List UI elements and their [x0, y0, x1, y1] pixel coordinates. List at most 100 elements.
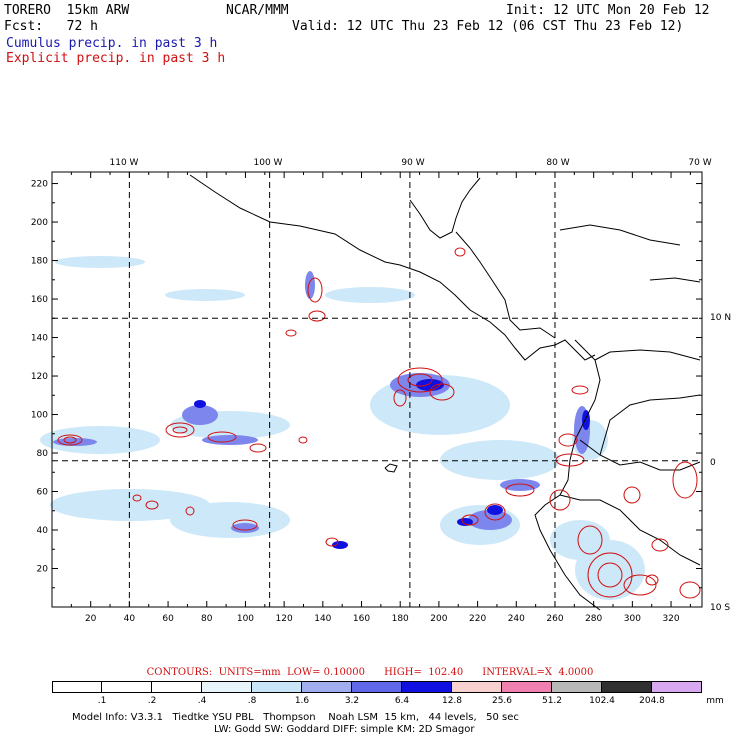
explicit-contour [461, 514, 479, 526]
latitude-label: 10 S [710, 603, 730, 613]
x-tick-label: 80 [201, 614, 213, 624]
x-tick-label: 40 [124, 614, 136, 624]
x-tick-label: 240 [508, 614, 525, 624]
explicit-contour [63, 436, 77, 444]
model-physics: LW: Godd SW: Goddard DIFF: simple KM: 2D… [214, 724, 475, 735]
explicit-contour [172, 426, 188, 434]
y-tick-label: 120 [31, 372, 48, 382]
y-tick-label: 80 [37, 449, 49, 459]
explicit-contour [145, 500, 159, 510]
legend-swatch [252, 681, 302, 693]
cumulus-core [332, 541, 348, 549]
legend-label: 3.2 [344, 696, 360, 706]
latitude-label: 10 N [710, 313, 731, 323]
contour-info: CONTOURS: UNITS=mm LOW= 0.10000 HIGH= 10… [146, 667, 594, 678]
brazil-border [599, 394, 701, 456]
y-tick-label: 140 [31, 334, 48, 344]
y-tick-label: 40 [37, 526, 49, 536]
cumulus-patch [202, 435, 258, 445]
explicit-contour [454, 247, 466, 257]
south-america-north-coast [594, 349, 701, 361]
galapagos [384, 463, 398, 473]
cumulus-core [194, 400, 206, 408]
explicit-contour [397, 367, 443, 393]
legend-swatch [652, 681, 702, 693]
x-tick-label: 180 [392, 614, 409, 624]
explicit-contour [57, 434, 83, 446]
cumulus-core [487, 505, 503, 515]
latitude-label: 0 [710, 458, 716, 468]
legend-swatch [302, 681, 352, 693]
x-tick-label: 20 [85, 614, 97, 624]
legend-label: 1.6 [294, 696, 310, 706]
yucatan-coast [409, 177, 481, 239]
legend-label: .8 [247, 696, 257, 706]
explicit-contour [298, 436, 308, 444]
init-time: Init: 12 UTC Mon 20 Feb 12 [506, 3, 710, 18]
explicit-contour [307, 277, 323, 303]
longitude-label: 90 W [401, 158, 424, 168]
explicit-contour [165, 422, 195, 438]
legend-label: 204.8 [639, 696, 665, 706]
legend-label: .1 [97, 696, 107, 706]
longitude-label: 80 W [546, 158, 569, 168]
legend-swatch [52, 681, 102, 693]
explicit-contour [558, 433, 578, 447]
cumulus-patch [40, 426, 160, 454]
cumulus-patch [468, 510, 512, 530]
cumulus-patch [170, 502, 290, 538]
y-tick-label: 100 [31, 411, 48, 421]
explicit-contour [325, 537, 339, 547]
explicit-contour [555, 453, 585, 467]
central-america-caribbean [455, 231, 556, 339]
explicit-contour [587, 552, 633, 598]
cumulus-precip-shading [40, 256, 645, 600]
y-tick-label: 60 [37, 488, 49, 498]
explicit-contour [207, 431, 237, 443]
legend-label: .2 [147, 696, 157, 706]
longitude-label: 70 W [688, 158, 711, 168]
coastlines [189, 174, 701, 611]
longitude-label: 110 W [110, 158, 139, 168]
cumulus-patch [182, 405, 218, 425]
legend-swatch [452, 681, 502, 693]
explicit-contour [645, 574, 659, 586]
cuba [559, 224, 681, 246]
south-america-west-coast [534, 339, 601, 611]
mexico-coast [189, 174, 596, 361]
hispaniola [649, 277, 701, 283]
legend-swatch [602, 681, 652, 693]
explicit-contour [393, 389, 407, 407]
legend-swatch [402, 681, 452, 693]
legend-label: 25.6 [491, 696, 513, 706]
legend-label: 51.2 [541, 696, 563, 706]
x-tick-label: 300 [624, 614, 641, 624]
explicit-contour [651, 538, 669, 552]
longitude-label: 100 W [254, 158, 283, 168]
cumulus-patch [575, 540, 645, 600]
x-tick-label: 280 [585, 614, 602, 624]
explicit-contour [285, 329, 297, 337]
legend-label: 6.4 [394, 696, 410, 706]
cumulus-patch [231, 523, 259, 533]
y-tick-label: 20 [37, 565, 49, 575]
explicit-contour [623, 486, 641, 504]
x-tick-label: 140 [314, 614, 331, 624]
legend-labels: .1 .2 .4 .8 1.6 3.2 6.4 12.8 25.6 51.2 102.4 204.8 m… [52, 696, 724, 708]
y-tick-label: 220 [31, 180, 48, 190]
model-info: Model Info: V3.3.1 Tiedtke YSU PBL Thomp… [72, 712, 519, 723]
x-tick-label: 220 [469, 614, 486, 624]
legend-swatch [352, 681, 402, 693]
cumulus-patch [50, 489, 210, 521]
y-tick-label: 160 [31, 295, 48, 305]
cumulus-patch [500, 479, 540, 491]
explicit-contour [132, 494, 142, 502]
x-tick-label: 160 [353, 614, 370, 624]
explicit-contour [185, 506, 195, 516]
explicit-contour [679, 581, 701, 599]
y-tick-label: 200 [31, 218, 48, 228]
cumulus-patch [325, 287, 415, 303]
cumulus-core [457, 518, 473, 526]
x-tick-label: 200 [430, 614, 447, 624]
